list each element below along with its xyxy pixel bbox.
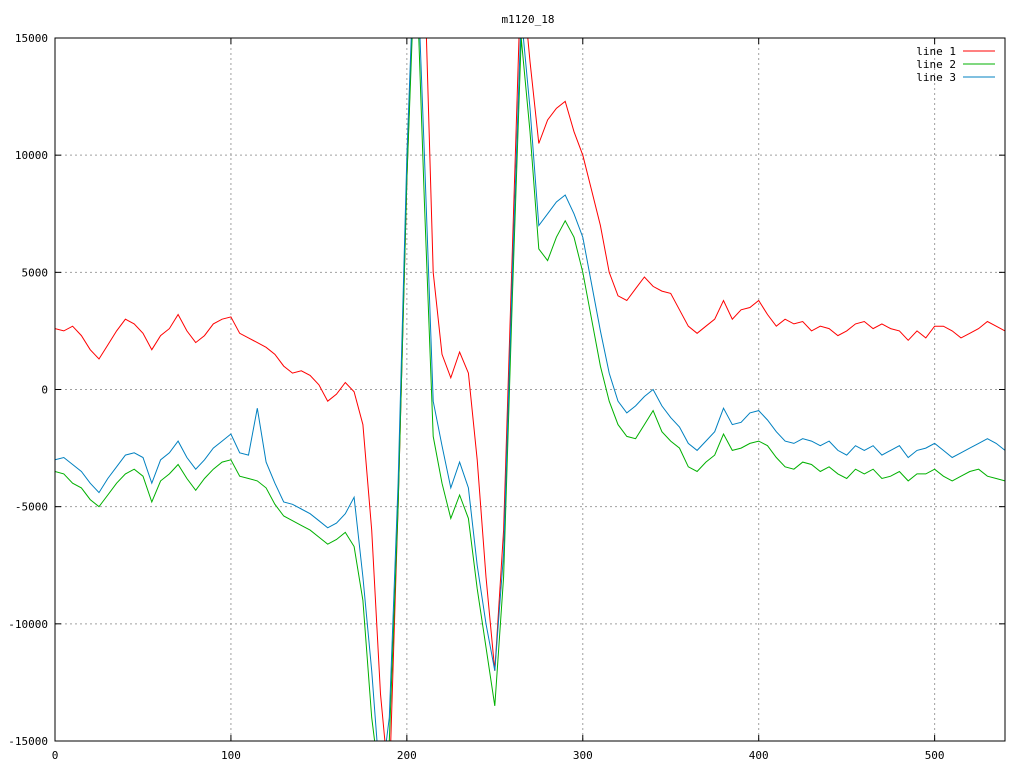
plot-frame: [54, 37, 1006, 742]
x-tick-label: 200: [397, 749, 417, 762]
y-tick-label: -10000: [8, 618, 48, 631]
legend-label-3: line 3: [916, 71, 956, 84]
legend-label-1: line 1: [916, 45, 956, 58]
series-line-1: [55, 38, 1005, 741]
series-group: [55, 38, 1005, 741]
grid: [55, 38, 1005, 741]
axes: -15000 -10000 -5000 0 5000 10000 15000 0 100 200 3…: [8, 32, 1005, 762]
y-tick-label: 10000: [15, 149, 48, 162]
x-tick-label: 400: [749, 749, 769, 762]
chart-title: m1120_18: [502, 13, 555, 26]
legend-label-2: line 2: [916, 58, 956, 71]
y-tick-label: -15000: [8, 735, 48, 748]
y-tick-label: 5000: [22, 266, 49, 279]
y-tick-label: -5000: [15, 501, 48, 514]
y-tick-label: 15000: [15, 32, 48, 45]
series-line-3: [55, 38, 1005, 741]
series-line-2: [55, 38, 1005, 741]
x-tick-label: 300: [573, 749, 593, 762]
y-tick-label: 0: [41, 384, 48, 397]
x-tick-label: 100: [221, 749, 241, 762]
x-tick-label: 500: [925, 749, 945, 762]
x-tick-label: 0: [52, 749, 59, 762]
